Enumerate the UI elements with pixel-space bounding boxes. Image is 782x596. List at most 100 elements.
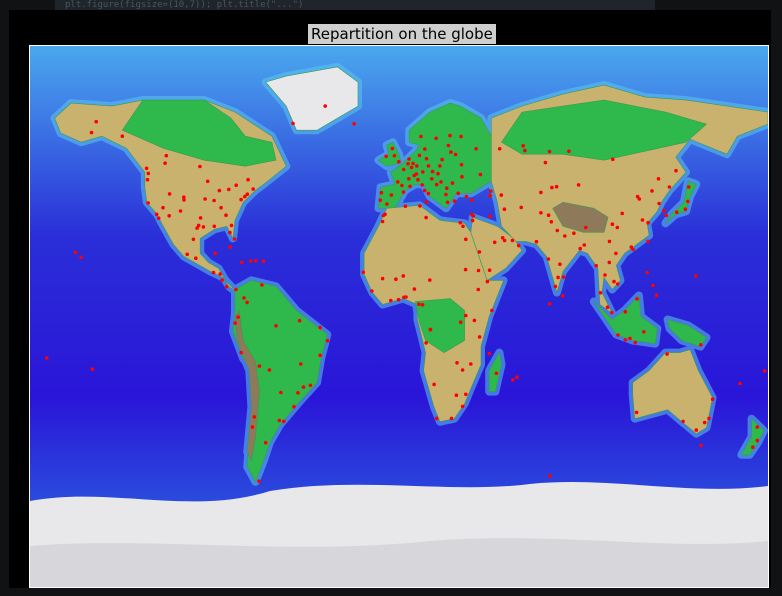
land-masses [54, 66, 768, 483]
location-point [403, 204, 408, 208]
location-point [296, 391, 300, 395]
location-point [412, 287, 417, 291]
japan [665, 180, 697, 224]
location-point [534, 239, 539, 244]
figure-title: Repartition on the globe [308, 24, 496, 44]
location-point [426, 191, 431, 196]
location-point [196, 223, 201, 228]
location-point [686, 185, 691, 189]
location-point [487, 351, 492, 356]
location-point [456, 191, 461, 196]
location-point [607, 239, 612, 244]
location-point [257, 479, 261, 484]
location-point [182, 195, 186, 199]
south-america [232, 280, 328, 483]
location-point [675, 210, 679, 214]
location-point [411, 161, 415, 166]
location-point [519, 205, 523, 210]
world-map [30, 46, 768, 587]
location-point [144, 166, 149, 171]
location-point [432, 382, 436, 387]
location-point [661, 208, 666, 213]
location-point [154, 212, 159, 217]
location-point [274, 324, 278, 328]
location-point [201, 225, 206, 229]
location-point [461, 224, 465, 229]
location-point [476, 287, 481, 292]
location-point [261, 259, 266, 263]
location-point [502, 238, 507, 243]
location-point [408, 184, 412, 189]
location-point [485, 279, 490, 284]
location-point [434, 182, 439, 187]
location-point [383, 212, 387, 217]
location-point [547, 149, 552, 154]
location-point [470, 198, 474, 202]
location-point [394, 277, 398, 281]
location-point [515, 375, 519, 380]
location-point [454, 393, 459, 398]
location-point [699, 443, 703, 448]
location-point [277, 418, 282, 423]
location-point [301, 385, 306, 389]
location-point [182, 198, 186, 202]
location-point [401, 274, 406, 278]
location-point [242, 296, 246, 300]
location-point [217, 188, 222, 193]
location-points [45, 104, 767, 484]
location-point [549, 220, 554, 224]
location-point [191, 237, 196, 242]
location-point [567, 149, 571, 153]
location-point [45, 356, 49, 360]
location-point [645, 270, 649, 275]
location-point [543, 160, 548, 165]
location-point [489, 189, 493, 193]
location-point [751, 445, 755, 450]
location-point [607, 260, 612, 265]
location-point [297, 318, 302, 323]
indonesia [593, 294, 658, 344]
location-point [417, 153, 422, 158]
location-point [73, 250, 78, 255]
location-point [390, 146, 395, 151]
location-point [79, 255, 83, 260]
location-point [445, 200, 450, 205]
location-point [563, 234, 567, 238]
location-point [612, 279, 616, 284]
location-point [539, 211, 543, 215]
location-point [428, 327, 433, 332]
location-point [167, 214, 171, 218]
location-point [558, 262, 562, 266]
location-point [458, 220, 463, 225]
location-point [702, 420, 707, 425]
location-point [651, 283, 655, 288]
location-point [521, 144, 525, 148]
location-point [267, 368, 272, 372]
location-point [694, 428, 699, 432]
location-point [478, 172, 483, 177]
location-point [464, 194, 469, 199]
location-point [561, 294, 565, 298]
location-point [554, 184, 559, 189]
location-point [450, 181, 455, 185]
location-point [477, 335, 482, 339]
location-point [418, 204, 422, 208]
location-point [449, 150, 453, 154]
location-point [439, 180, 443, 184]
location-point [605, 305, 610, 310]
location-point [510, 238, 515, 243]
location-point [488, 193, 493, 198]
location-point [430, 169, 435, 174]
location-point [249, 259, 253, 263]
location-point [380, 276, 385, 281]
location-point [762, 369, 767, 373]
location-point [379, 190, 384, 195]
location-point [407, 177, 411, 181]
location-point [547, 302, 552, 306]
location-point [710, 397, 715, 402]
location-point [614, 251, 618, 256]
location-point [634, 410, 639, 415]
location-point [146, 171, 151, 176]
location-point [440, 157, 444, 162]
location-point [243, 194, 247, 199]
